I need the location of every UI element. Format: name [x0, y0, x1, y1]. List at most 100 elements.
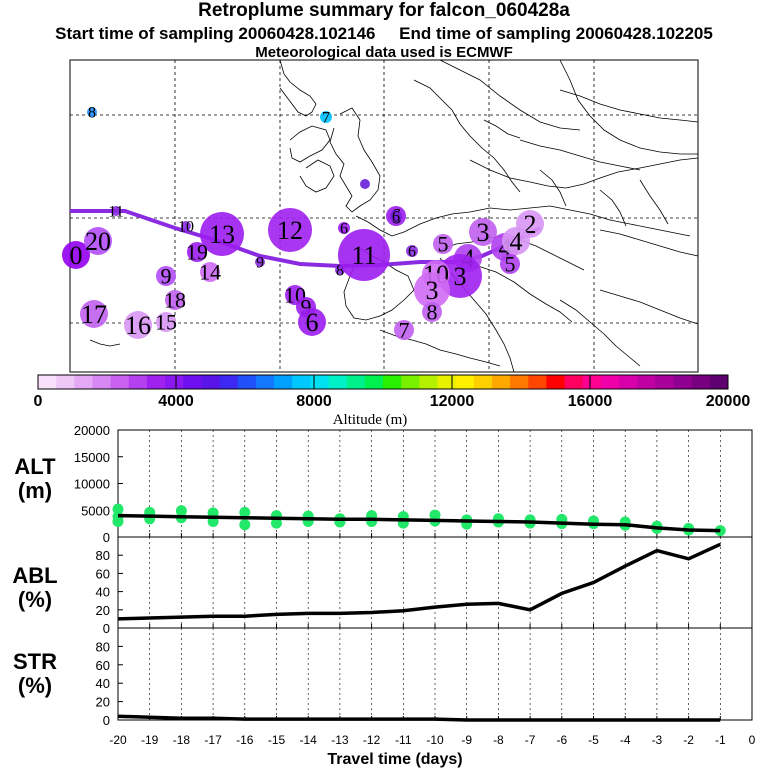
colorbar-swatch	[655, 375, 675, 389]
cluster-bubble: 16	[124, 311, 152, 340]
y-tick-label: 10000	[74, 477, 110, 492]
colorbar-swatch	[673, 375, 693, 389]
cluster-bubble-circle	[390, 210, 402, 222]
cluster-bubble: 19	[186, 240, 208, 265]
x-axis-label: Travel time (days)	[327, 751, 462, 768]
colorbar-swatch	[619, 375, 638, 389]
cluster-bubble: 9	[255, 255, 265, 272]
cluster-label: 6	[408, 244, 416, 261]
cluster-bubble: 7	[320, 110, 332, 127]
colorbar-swatch	[528, 375, 547, 389]
colorbar-swatch	[383, 375, 402, 389]
colorbar-swatch	[437, 375, 457, 389]
colorbar-swatch	[92, 375, 112, 389]
colorbar-swatch	[292, 375, 311, 389]
cluster-bubble-circle	[80, 300, 108, 328]
colorbar-swatch	[56, 375, 75, 389]
cluster-bubble: 15	[155, 310, 177, 335]
alt-label: ALT	[14, 454, 56, 479]
cluster-bubble: 6	[406, 244, 418, 261]
cluster-bubble-circle	[338, 222, 350, 234]
cluster-bubble-circle	[406, 245, 418, 257]
colorbar-swatch	[691, 375, 711, 389]
colorbar-swatch	[201, 375, 221, 389]
colorbar-swatch	[128, 375, 148, 389]
cluster-label: 8	[336, 263, 344, 280]
colorbar-swatch	[38, 375, 57, 389]
y-tick-label: 60	[96, 566, 110, 581]
sampling-end: End time of sampling 20060428.102205	[399, 24, 713, 43]
colorbar-swatch	[346, 375, 366, 389]
colorbar-swatch	[600, 375, 620, 389]
cluster-bubble-circle	[181, 221, 191, 231]
x-tick-label: -7	[525, 733, 536, 747]
y-tick-label: 20	[96, 695, 110, 710]
cluster-bubble: 4	[502, 227, 530, 256]
cluster-bubble	[360, 179, 370, 189]
cluster-bubble-circle	[298, 308, 326, 336]
colorbar-swatch	[274, 375, 293, 389]
x-tick-label: -12	[363, 733, 381, 747]
cluster-bubble: 3	[469, 218, 497, 247]
cluster-label: 8	[427, 300, 438, 325]
altitude-point	[239, 506, 251, 518]
cluster-label: 6	[340, 221, 348, 238]
colorbar-tick-label: 0	[34, 393, 43, 410]
cluster-bubble-circle	[200, 212, 244, 256]
cluster-bubble-circle	[502, 227, 530, 255]
y-tick-label: 40	[96, 676, 110, 691]
cluster-label: 8	[88, 105, 96, 122]
cluster-bubble-circle	[360, 179, 370, 189]
sampling-times: Start time of sampling 20060428.102146 E…	[0, 24, 768, 44]
cluster-label: 13	[209, 220, 235, 249]
colorbar-swatch	[582, 375, 602, 389]
cluster-label: 3	[426, 276, 439, 305]
x-tick-label: -14	[300, 733, 318, 747]
cluster-bubble-circle	[156, 266, 176, 286]
cluster-label: 5	[438, 232, 449, 257]
colorbar-swatch	[74, 375, 93, 389]
colorbar-tick-label: 16000	[568, 393, 613, 410]
colorbar-tick-label: 4000	[158, 393, 194, 410]
cluster-bubble: 8	[87, 105, 97, 122]
cluster-bubble-circle	[111, 206, 121, 216]
cluster-label: 12	[277, 216, 303, 245]
x-tick-label: -15	[268, 733, 286, 747]
y-tick-label: 20000	[74, 423, 110, 438]
x-tick-label: 0	[749, 733, 756, 747]
cluster-bubble-circle	[268, 208, 312, 252]
x-tick-label: -8	[493, 733, 504, 747]
cluster-bubble-circle	[422, 302, 442, 322]
map-panel: 0201110131912981166653424453103914181716…	[62, 59, 699, 373]
x-tick-label: -18	[173, 733, 191, 747]
cluster-label: 7	[399, 318, 410, 343]
x-tick-label: -17	[204, 733, 222, 747]
cluster-bubble-circle	[187, 242, 207, 262]
cluster-bubble: 6	[298, 308, 326, 337]
x-tick-label: -20	[109, 733, 127, 747]
cluster-label: 6	[306, 308, 319, 337]
colorbar-swatch	[637, 375, 656, 389]
sampling-start: Start time of sampling 20060428.102146	[55, 24, 376, 43]
cluster-bubble: 9	[156, 264, 176, 289]
cluster-label: 4	[510, 227, 523, 256]
y-tick-label: 15000	[74, 450, 110, 465]
cluster-label: 19	[186, 240, 208, 265]
cluster-label: 11	[351, 241, 376, 270]
colorbar-swatch	[364, 375, 384, 389]
abl-panel-label: ABL (%)	[0, 564, 70, 612]
series-line-alt	[117, 513, 721, 533]
cluster-label: 9	[256, 255, 264, 272]
altitude-point	[271, 517, 282, 529]
cluster-bubbles: 0201110131912981166653424453103914181716…	[62, 105, 544, 343]
cluster-bubble-circle	[87, 107, 97, 117]
y-tick-label: 80	[96, 548, 110, 563]
cluster-bubble-circle	[338, 229, 390, 281]
x-tick-label: -16	[236, 733, 254, 747]
cluster-label: 3	[454, 262, 467, 291]
cluster-label: 3	[477, 218, 490, 247]
colorbar-swatch	[419, 375, 438, 389]
x-tick-label: -11	[395, 733, 412, 747]
y-tick-label: 40	[96, 585, 110, 600]
